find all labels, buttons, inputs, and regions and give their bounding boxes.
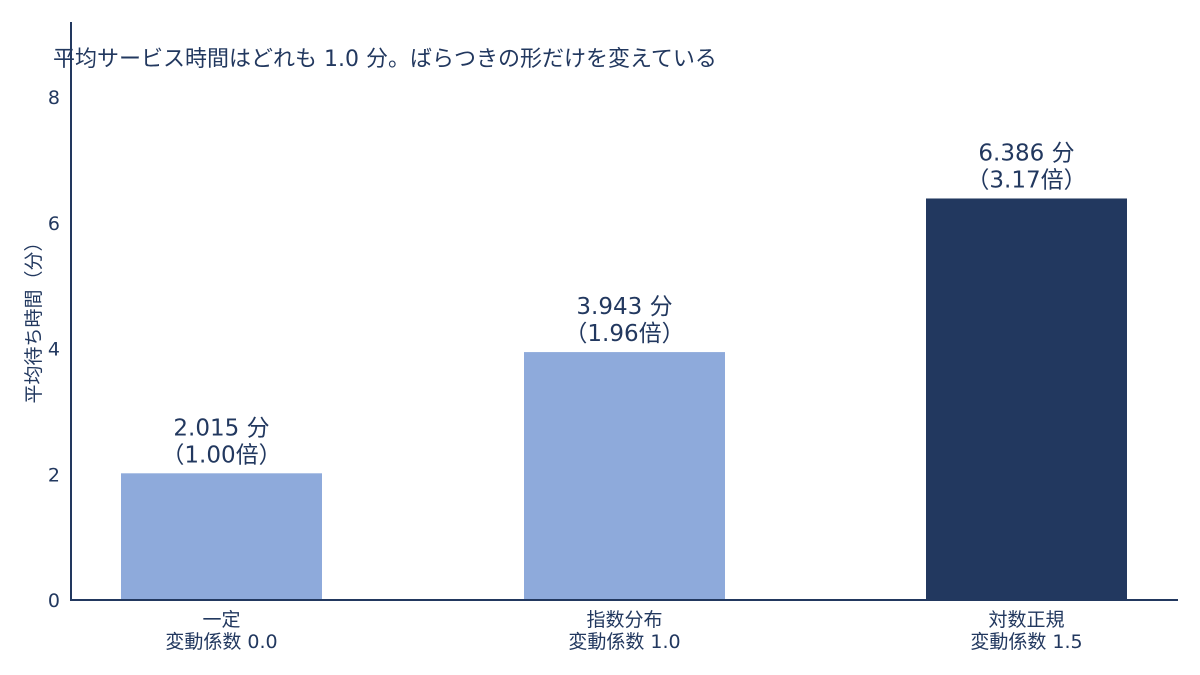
category-label: 対数正規 — [988, 609, 1064, 631]
y-ticks-group: 0 2 4 6 8 — [48, 87, 60, 612]
y-tick-label: 6 — [48, 213, 60, 235]
category-sublabel: 変動係数 1.0 — [568, 631, 680, 653]
category-sublabel: 変動係数 0.0 — [165, 631, 277, 653]
y-tick-label: 2 — [48, 464, 60, 486]
bar — [524, 352, 725, 600]
ratio-label: （1.96倍） — [564, 321, 684, 347]
bars-group — [121, 198, 1127, 600]
data-labels-group: 2.015 分（1.00倍） 3.943 分（1.96倍） 6.386 分（3.17… — [161, 140, 1086, 468]
ratio-label: （3.17倍） — [966, 167, 1086, 193]
value-label: 3.943 分 — [576, 294, 672, 320]
y-tick-label: 0 — [48, 590, 60, 612]
ratio-label: （1.00倍） — [161, 442, 281, 468]
y-tick-label: 8 — [48, 87, 60, 109]
category-label: 一定 — [202, 609, 240, 631]
value-label: 2.015 分 — [173, 415, 269, 441]
bar — [926, 198, 1127, 600]
bar — [121, 473, 322, 600]
y-tick-label: 4 — [48, 339, 60, 361]
value-label: 6.386 分 — [978, 140, 1074, 166]
category-sublabel: 変動係数 1.5 — [970, 631, 1082, 653]
category-label: 指数分布 — [586, 609, 662, 631]
y-axis-label: 平均待ち時間（分） — [23, 232, 45, 403]
chart-title: 平均サービス時間はどれも 1.0 分。ばらつきの形だけを変えている — [53, 47, 717, 72]
